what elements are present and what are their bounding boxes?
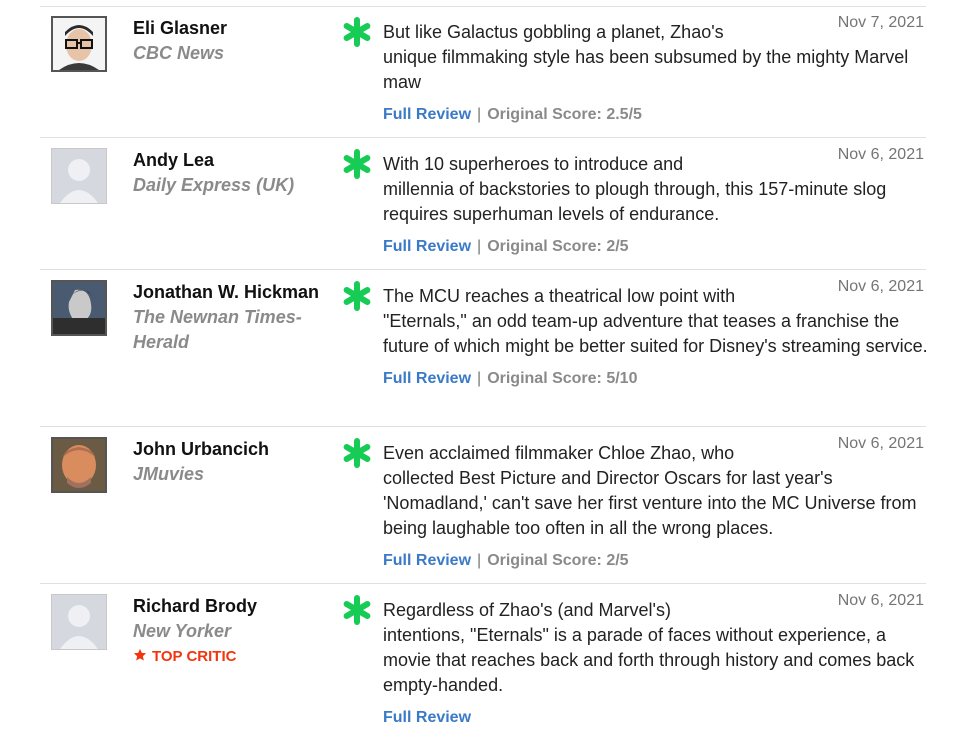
review-quote-text: intentions, "Eternals" is a parade of fa…: [383, 625, 915, 695]
review-date: Nov 6, 2021: [837, 146, 924, 163]
full-review-link[interactable]: Full Review: [383, 370, 472, 387]
publication-name[interactable]: New Yorker: [133, 621, 232, 641]
fresh-splat-icon: [343, 149, 371, 179]
review-date: Nov 6, 2021: [837, 592, 924, 609]
full-review-link[interactable]: Full Review: [383, 552, 472, 569]
review-quote-text: "Eternals," an odd team-up adventure tha…: [383, 311, 928, 356]
critic-name[interactable]: Richard Brody: [133, 596, 258, 616]
review-row: Jonathan W. Hickman The Newnan Times-Her…: [40, 269, 928, 426]
top-critic-label: TOP CRITIC: [152, 648, 237, 665]
separator: |: [477, 106, 482, 123]
fresh-splat-icon: [343, 17, 371, 47]
critic-name[interactable]: Jonathan W. Hickman: [133, 282, 320, 302]
original-score: Original Score: 2.5/5: [487, 106, 642, 123]
review-quote-first-line: Regardless of Zhao's (and Marvel's): [383, 600, 671, 620]
critic-avatar[interactable]: [51, 437, 107, 493]
user-silhouette-icon: [52, 149, 106, 203]
separator: |: [477, 238, 482, 255]
fresh-splat-icon: [343, 438, 371, 468]
critic-reviews-list: Eli Glasner CBC News But like Galactus g…: [40, 6, 928, 744]
separator: |: [477, 370, 482, 387]
original-score: Original Score: 2/5: [487, 238, 629, 255]
original-score: Original Score: 5/10: [487, 370, 638, 387]
review-quote-text: millennia of backstories to plough throu…: [383, 179, 887, 224]
fresh-splat-icon: [343, 595, 371, 625]
separator: |: [477, 552, 482, 569]
review-quote: Regardless of Zhao's (and Marvel's) inte…: [383, 598, 928, 698]
full-review-link[interactable]: Full Review: [383, 106, 472, 123]
full-review-link[interactable]: Full Review: [383, 709, 472, 726]
review-row: John Urbancich JMuvies Even acclaimed fi…: [40, 426, 926, 583]
review-quote-first-line: But like Galactus gobbling a planet, Zha…: [383, 22, 724, 42]
critic-name[interactable]: Eli Glasner: [133, 18, 228, 38]
review-quote: Even acclaimed filmmaker Chloe Zhao, who…: [383, 441, 928, 541]
full-review-link[interactable]: Full Review: [383, 238, 472, 255]
top-critic-badge: TOP CRITIC: [133, 646, 323, 668]
critic-photo-icon: [53, 18, 105, 70]
review-row: Richard Brody New Yorker TOP CRITIC Rega…: [40, 583, 926, 744]
review-quote-first-line: Even acclaimed filmmaker Chloe Zhao, who: [383, 443, 735, 463]
publication-name[interactable]: JMuvies: [133, 464, 205, 484]
critic-photo-icon: [53, 282, 105, 334]
review-quote: The MCU reaches a theatrical low point w…: [383, 284, 928, 359]
critic-avatar[interactable]: [51, 280, 107, 336]
review-row: Eli Glasner CBC News But like Galactus g…: [40, 6, 926, 137]
review-row: Andy Lea Daily Express (UK) With 10 supe…: [40, 137, 926, 269]
critic-avatar[interactable]: [51, 594, 107, 650]
review-date: Nov 7, 2021: [837, 14, 924, 31]
publication-name[interactable]: Daily Express (UK): [133, 175, 295, 195]
review-quote-first-line: With 10 superheroes to introduce and: [383, 154, 684, 174]
review-date: Nov 6, 2021: [837, 435, 924, 452]
critic-avatar[interactable]: [51, 16, 107, 72]
critic-name[interactable]: Andy Lea: [133, 150, 215, 170]
review-quote-first-line: The MCU reaches a theatrical low point w…: [383, 286, 736, 306]
review-quote: With 10 superheroes to introduce and mil…: [383, 152, 928, 227]
star-icon: [133, 648, 147, 661]
critic-name[interactable]: John Urbancich: [133, 439, 270, 459]
critic-avatar[interactable]: [51, 148, 107, 204]
review-quote: But like Galactus gobbling a planet, Zha…: [383, 20, 928, 95]
fresh-splat-icon: [343, 281, 371, 311]
review-quote-text: collected Best Picture and Director Osca…: [383, 468, 917, 538]
publication-name[interactable]: CBC News: [133, 43, 225, 63]
publication-name[interactable]: The Newnan Times-Herald: [133, 307, 302, 352]
top-divider: [40, 6, 926, 7]
original-score: Original Score: 2/5: [487, 552, 629, 569]
user-silhouette-icon: [52, 595, 106, 649]
critic-photo-icon: [53, 439, 105, 491]
review-date: Nov 6, 2021: [837, 278, 924, 295]
review-quote-text: unique filmmaking style has been subsume…: [383, 47, 909, 92]
